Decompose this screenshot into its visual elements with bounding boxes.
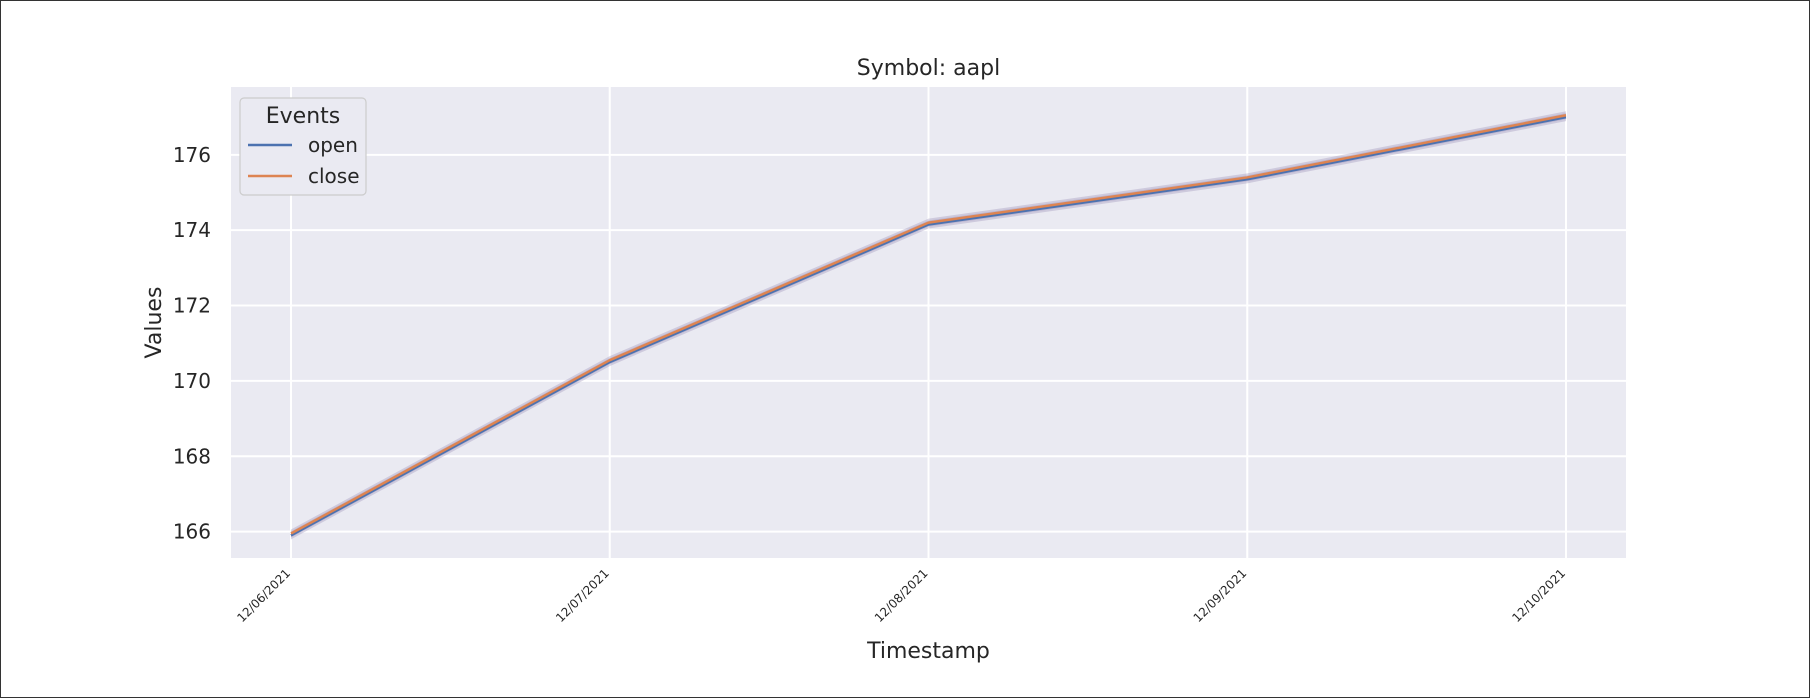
chart-title: Symbol: aapl: [857, 56, 1000, 81]
legend-box: [239, 97, 367, 196]
y-axis-label: Values: [142, 287, 167, 359]
series-lines: [290, 114, 1567, 537]
x-axis-ticks: 12/06/2021 12/07/2021 12/08/2021 12/09/2021…: [234, 566, 1568, 625]
y-tick-label: 166: [173, 520, 211, 544]
y-tick-label: 172: [173, 294, 211, 318]
legend-label-open: open: [308, 133, 358, 157]
y-tick-label: 176: [173, 143, 211, 167]
x-tick-label: 12/10/2021: [1509, 566, 1568, 625]
x-axis-label: Timestamp: [866, 639, 990, 664]
y-tick-label: 174: [173, 218, 211, 242]
x-tick-label: 12/09/2021: [1191, 566, 1250, 625]
grid-lines: [231, 87, 1626, 558]
x-tick-label: 12/06/2021: [234, 566, 293, 625]
legend-title: Events: [266, 104, 341, 129]
x-tick-label: 12/08/2021: [872, 566, 931, 625]
legend-items: open close: [248, 133, 360, 188]
legend-label-close: close: [308, 164, 360, 188]
y-tick-label: 170: [173, 369, 211, 393]
y-axis-ticks: 166 168 170 172 174 176: [173, 143, 211, 544]
series-line-open: [290, 115, 1567, 537]
legend: Events open close: [239, 97, 367, 196]
series-line-close: [290, 114, 1567, 535]
y-tick-label: 168: [173, 444, 211, 468]
x-tick-label: 12/07/2021: [553, 566, 612, 625]
